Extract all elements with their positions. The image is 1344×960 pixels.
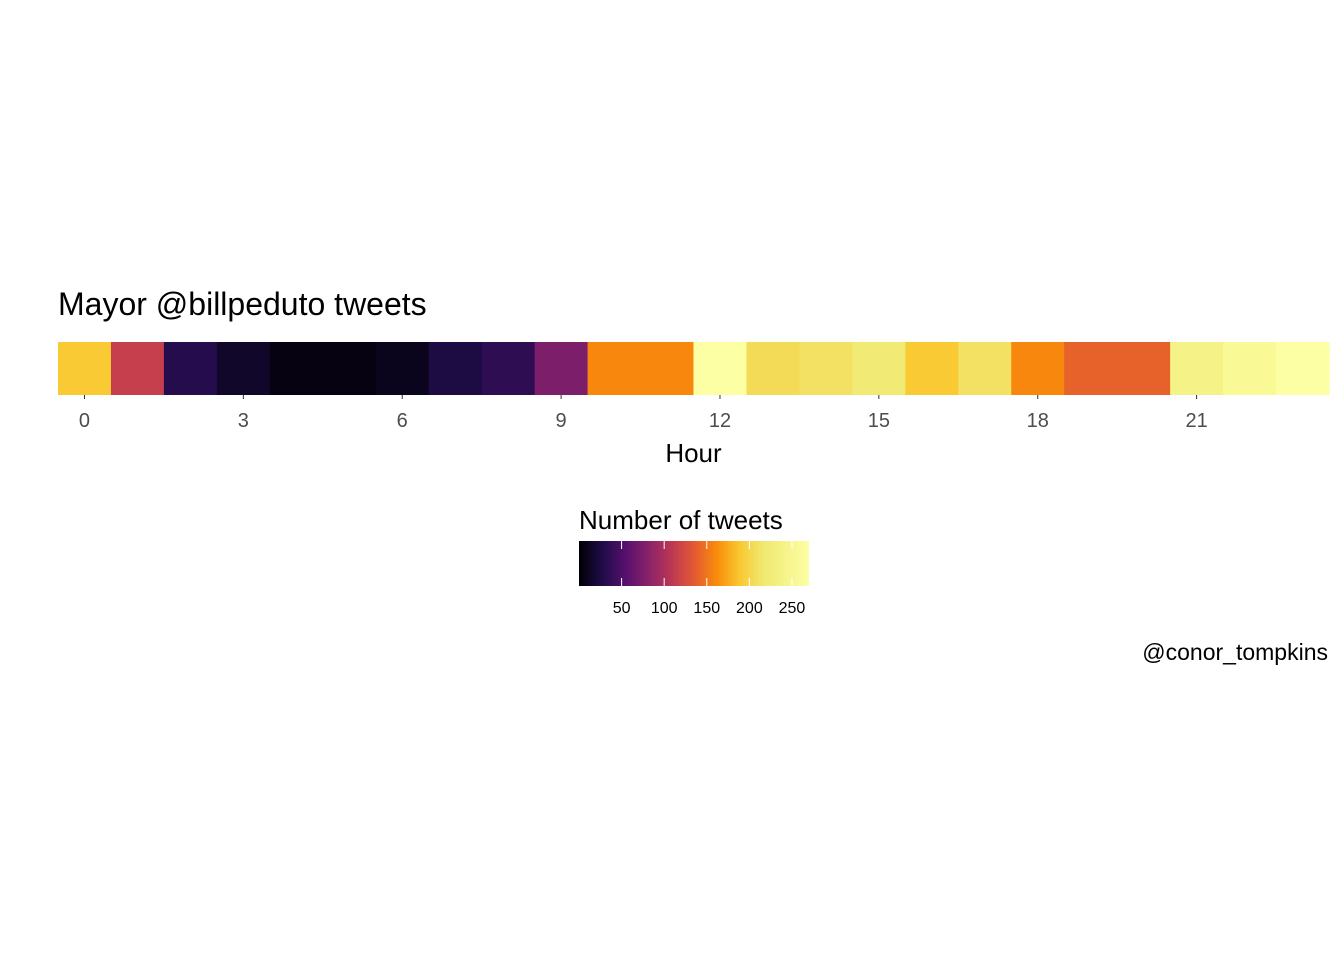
- heat-cell-hour-14: [799, 342, 853, 395]
- heat-cell-hour-7: [428, 342, 483, 395]
- x-tick-label: 9: [556, 410, 567, 432]
- heat-cell-hour-16: [905, 342, 959, 395]
- heat-cell-hour-20: [1117, 342, 1171, 395]
- x-tick-label: 18: [1027, 410, 1049, 432]
- x-tick-label: 3: [238, 410, 249, 432]
- heat-cell-hour-6: [375, 342, 430, 395]
- heat-cell-hour-9: [534, 342, 589, 395]
- x-tick-label: 12: [709, 410, 731, 432]
- heat-cell-hour-1: [110, 342, 165, 395]
- legend-tick-label: 150: [693, 600, 720, 617]
- x-tick-label: 15: [868, 410, 890, 432]
- heat-cell-hour-21: [1170, 342, 1224, 395]
- heat-cell-hour-17: [958, 342, 1012, 395]
- x-tick-label: 0: [79, 410, 90, 432]
- caption: @conor_tompkins: [1142, 639, 1328, 665]
- x-tick-label: 6: [397, 410, 408, 432]
- heat-cell-hour-18: [1011, 342, 1065, 395]
- heat-cell-hour-19: [1064, 342, 1118, 395]
- legend-tick-label: 50: [613, 600, 631, 617]
- legend-tick-label: 200: [736, 600, 763, 617]
- x-axis-label: Hour: [665, 438, 722, 468]
- legend-title: Number of tweets: [579, 505, 783, 535]
- chart-title: Mayor @billpeduto tweets: [58, 286, 427, 322]
- heat-cell-hour-23: [1276, 342, 1330, 395]
- heat-cell-hour-11: [640, 342, 695, 395]
- heat-cell-hour-2: [163, 342, 218, 395]
- legend-tick-label: 100: [651, 600, 678, 617]
- heat-cell-hour-22: [1223, 342, 1277, 395]
- legend-tick-label: 250: [779, 600, 806, 617]
- heat-cell-hour-3: [216, 342, 271, 395]
- heat-cell-hour-10: [587, 342, 642, 395]
- heat-cell-hour-13: [746, 342, 801, 395]
- x-tick-label: 21: [1185, 410, 1207, 432]
- legend-colorbar: [579, 541, 809, 586]
- heat-cell-hour-8: [481, 342, 536, 395]
- heat-cell-hour-12: [693, 342, 748, 395]
- heat-cell-hour-5: [322, 342, 377, 395]
- heat-cell-hour-0: [58, 342, 112, 395]
- heat-cell-hour-4: [269, 342, 324, 395]
- heat-cell-hour-15: [852, 342, 906, 395]
